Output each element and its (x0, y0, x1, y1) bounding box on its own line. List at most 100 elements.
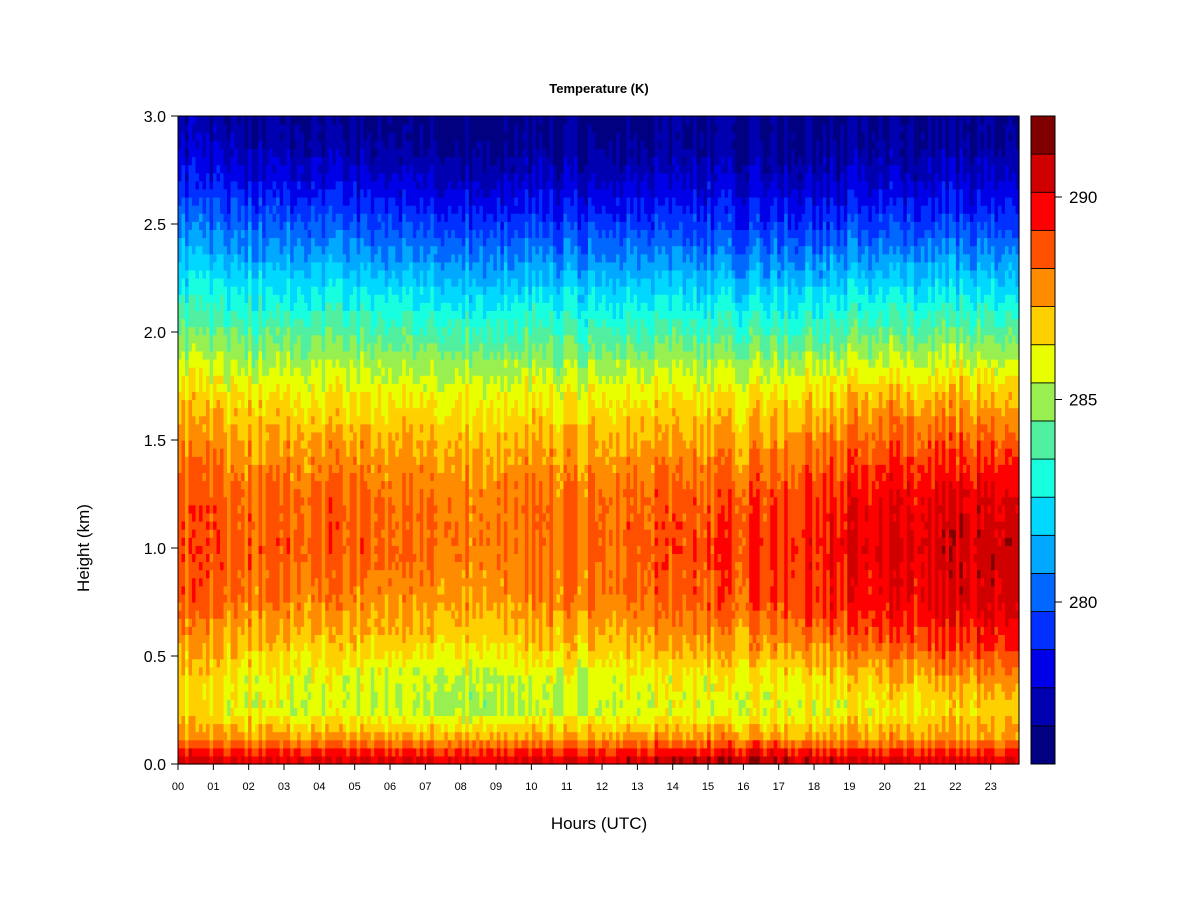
heatmap-cell (370, 472, 375, 482)
heatmap-cell (216, 561, 221, 571)
heatmap-cell (213, 755, 218, 765)
heatmap-cell (244, 359, 249, 368)
heatmap-cell (304, 197, 309, 206)
heatmap-cell (374, 480, 379, 490)
heatmap-cell (178, 456, 183, 465)
heatmap-cell (314, 521, 319, 530)
heatmap-cell (370, 691, 375, 700)
heatmap-cell (307, 658, 312, 668)
heatmap-cell (220, 569, 225, 579)
heatmap-cell (290, 326, 295, 336)
heatmap-cell (248, 715, 253, 725)
heatmap-cell (202, 512, 207, 522)
heatmap-cell (251, 537, 256, 546)
heatmap-cell (230, 602, 235, 611)
heatmap-cell (349, 755, 354, 765)
heatmap-cell (381, 545, 386, 554)
heatmap-cell (391, 618, 396, 627)
heatmap-cell (248, 472, 253, 482)
heatmap-cell (192, 658, 197, 668)
heatmap-cell (356, 496, 361, 506)
heatmap-cell (223, 342, 228, 352)
heatmap-cell (314, 172, 319, 182)
heatmap-cell (241, 391, 246, 401)
heatmap-cell (209, 440, 214, 449)
heatmap-cell (349, 286, 354, 295)
heatmap-cell (220, 747, 225, 757)
heatmap-cell (244, 342, 249, 352)
heatmap-cell (265, 367, 270, 376)
heatmap-cell (384, 286, 389, 295)
heatmap-cell (300, 221, 305, 230)
heatmap-cell (381, 739, 386, 749)
heatmap-cell (209, 472, 214, 482)
heatmap-cell (185, 318, 190, 328)
heatmap-cell (304, 180, 309, 190)
heatmap-cell (234, 658, 239, 668)
heatmap-cell (283, 197, 288, 206)
heatmap-cell (381, 221, 386, 230)
heatmap-cell (251, 399, 256, 409)
heatmap-cell (314, 585, 319, 595)
heatmap-cell (339, 278, 344, 287)
heatmap-cell (279, 188, 284, 198)
heatmap-cell (241, 691, 246, 700)
heatmap-cell (262, 415, 267, 425)
heatmap-cell (192, 642, 197, 652)
heatmap-cell (195, 707, 200, 716)
heatmap-cell (209, 213, 214, 222)
heatmap-cell (353, 253, 358, 263)
heatmap-cell (272, 261, 277, 271)
heatmap-cell (391, 666, 396, 676)
heatmap-cell (251, 180, 256, 190)
heatmap-cell (339, 707, 344, 716)
heatmap-cell (188, 269, 193, 279)
heatmap-cell (195, 431, 200, 441)
heatmap-cell (349, 537, 354, 546)
heatmap-cell (185, 691, 190, 700)
heatmap-cell (325, 472, 330, 482)
heatmap-cell (328, 699, 333, 708)
heatmap-cell (199, 221, 204, 230)
heatmap-cell (213, 116, 218, 125)
heatmap-cell (185, 124, 190, 133)
heatmap-cell (290, 577, 295, 587)
heatmap-cell (349, 140, 354, 149)
heatmap-cell (248, 496, 253, 506)
heatmap-cell (328, 731, 333, 741)
heatmap-cell (328, 618, 333, 627)
heatmap-cell (199, 326, 204, 336)
heatmap-cell (213, 456, 218, 465)
heatmap-cell (241, 431, 246, 441)
heatmap-cell (391, 585, 396, 595)
heatmap-cell (237, 691, 242, 700)
heatmap-cell (279, 205, 284, 214)
heatmap-cell (328, 188, 333, 198)
heatmap-cell (342, 658, 347, 668)
heatmap-cell (318, 213, 323, 222)
heatmap-cell (304, 496, 309, 506)
heatmap-cell (279, 585, 284, 595)
heatmap-cell (220, 326, 225, 336)
heatmap-cell (241, 367, 246, 376)
heatmap-cell (388, 334, 393, 344)
heatmap-cell (304, 723, 309, 733)
heatmap-cell (381, 537, 386, 546)
heatmap-cell (279, 488, 284, 498)
heatmap-cell (335, 569, 340, 579)
heatmap-cell (374, 456, 379, 465)
heatmap-cell (216, 229, 221, 239)
heatmap-cell (202, 261, 207, 271)
heatmap-cell (185, 132, 190, 141)
heatmap-cell (262, 707, 267, 716)
heatmap-cell (395, 577, 400, 587)
heatmap-cell (339, 691, 344, 700)
heatmap-cell (318, 504, 323, 514)
heatmap-cell (318, 553, 323, 563)
heatmap-cell (202, 269, 207, 279)
heatmap-cell (244, 569, 249, 579)
heatmap-cell (297, 367, 302, 376)
heatmap-cell (213, 602, 218, 611)
heatmap-cell (192, 399, 197, 409)
heatmap-cell (325, 642, 330, 652)
